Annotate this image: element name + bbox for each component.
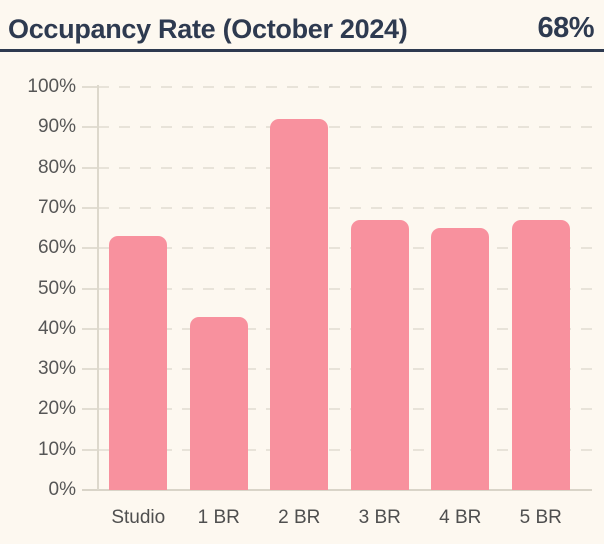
gridline xyxy=(98,408,592,411)
x-axis-label: 5 BR xyxy=(519,507,562,528)
bar-3-br xyxy=(350,219,409,490)
x-axis-line xyxy=(82,489,592,491)
x-axis-label: 3 BR xyxy=(358,507,401,528)
x-axis-label: Studio xyxy=(111,507,166,528)
gridline xyxy=(98,166,592,169)
y-axis-label: 30% xyxy=(37,358,76,380)
gridline xyxy=(98,126,592,129)
y-axis-tick xyxy=(82,448,98,451)
x-axis-label: 1 BR xyxy=(197,507,240,528)
gridline xyxy=(98,448,592,451)
gridline xyxy=(98,327,592,330)
gridline xyxy=(98,287,592,290)
occupancy-headline-value: 68% xyxy=(537,12,594,44)
header-divider xyxy=(0,49,604,52)
y-axis-tick xyxy=(82,287,98,290)
y-axis-label: 10% xyxy=(37,438,76,460)
y-axis-label: 0% xyxy=(48,479,76,500)
y-axis-tick xyxy=(82,368,98,371)
bar-5-br xyxy=(511,219,570,490)
widget-header: Occupancy Rate (October 2024) 68% xyxy=(0,0,604,49)
y-axis-label: 50% xyxy=(37,277,76,299)
gridline xyxy=(98,368,592,371)
y-axis-tick xyxy=(82,206,98,209)
y-axis-tick xyxy=(82,247,98,250)
y-axis-label: 90% xyxy=(37,116,76,138)
y-axis-label: 80% xyxy=(37,156,76,178)
x-axis-label: 4 BR xyxy=(439,507,482,528)
gridline xyxy=(98,86,592,88)
y-axis-line xyxy=(97,85,99,490)
bar-1-br xyxy=(189,316,248,490)
bar-2-br xyxy=(270,119,329,490)
y-axis-tick xyxy=(82,126,98,129)
gridline xyxy=(98,247,592,250)
gridline xyxy=(98,206,592,209)
x-axis-label: 2 BR xyxy=(278,507,321,528)
widget-title: Occupancy Rate (October 2024) xyxy=(8,14,408,44)
y-axis-tick xyxy=(82,327,98,330)
y-axis-label: 70% xyxy=(37,196,76,218)
y-axis-tick xyxy=(82,408,98,411)
y-axis-label: 20% xyxy=(37,398,76,420)
y-axis-tick xyxy=(82,86,98,88)
y-axis-label: 40% xyxy=(37,317,76,339)
y-axis-label: 100% xyxy=(27,76,76,97)
bar-studio xyxy=(109,236,168,490)
y-axis-label: 60% xyxy=(37,237,76,259)
bar-4-br xyxy=(431,228,490,490)
y-axis-tick xyxy=(82,166,98,169)
